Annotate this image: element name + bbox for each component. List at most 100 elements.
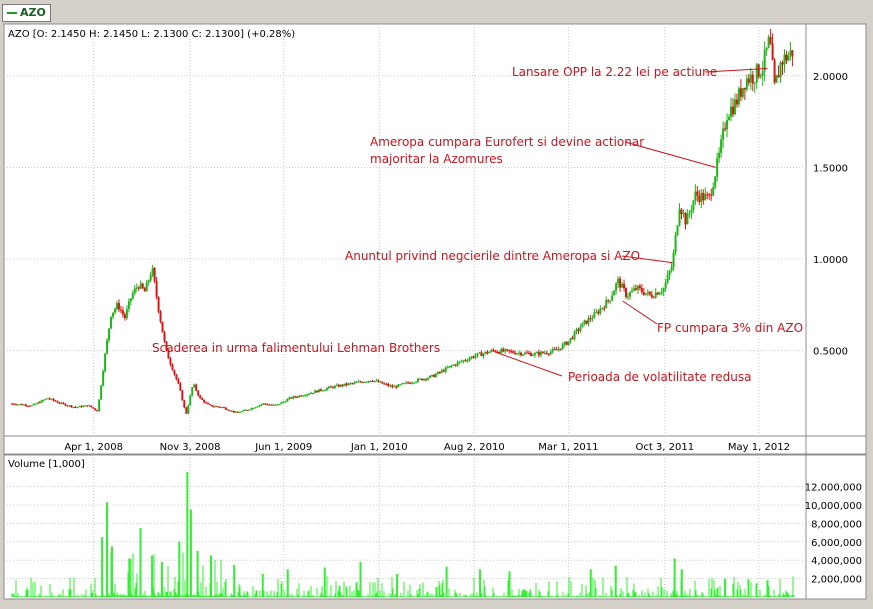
candle [654,292,657,298]
candle [759,75,762,77]
candle [296,397,299,399]
candle [525,352,528,354]
candle [638,285,641,288]
candle [292,396,295,399]
candle [442,370,445,372]
candle [375,380,378,382]
candle [609,300,612,302]
candle [306,394,309,396]
candle [274,404,277,406]
candle [531,355,534,357]
candle [361,382,364,384]
candle [349,383,352,385]
annotation-pointer [622,300,658,325]
candle [452,364,455,366]
volume-y-tick-label: 10,000,000 [805,501,862,512]
candle [421,378,424,381]
candle [351,383,354,385]
candle [712,187,715,196]
candle [46,398,49,400]
candle [599,308,602,314]
candle [781,62,784,65]
candle [224,407,227,410]
candle [474,355,477,358]
candle [690,210,693,213]
candle [153,267,156,282]
candle [220,407,223,409]
candle [393,386,396,388]
candle [470,356,473,359]
candle [589,318,592,320]
candle [323,389,326,391]
candle [547,353,550,355]
candle [355,382,358,384]
candle [387,384,390,387]
candle [413,382,416,384]
candle [761,71,764,76]
candle [205,402,208,404]
candle [203,399,206,403]
candle [104,353,107,372]
candle [68,405,71,407]
candle [131,293,134,299]
candle [42,399,45,401]
x-tick-label: Nov 3, 2008 [160,442,221,453]
candle [700,192,703,202]
candle [14,404,17,406]
symbol-legend-tab[interactable]: AZO [2,4,51,22]
candle [110,316,113,329]
candle [272,404,275,406]
candle [601,307,604,309]
candle [575,329,578,332]
candle [785,54,788,61]
price-y-tick-label: 1.5000 [813,163,848,174]
candle [173,370,176,375]
candle [266,404,269,406]
candle [514,352,517,355]
candle [650,294,653,298]
candle [670,266,673,271]
candle [458,361,461,363]
candle [706,194,709,196]
x-tick-label: Mar 1, 2011 [538,442,598,453]
candle [743,87,746,90]
candle [141,283,144,289]
candle [765,47,768,51]
candle [502,349,505,352]
candle [80,406,83,408]
candle [300,395,303,397]
candle [246,409,249,411]
candle [791,50,794,57]
annotations: Lansare OPP la 2.22 lei pe actiune Amerop… [152,65,803,384]
candle [480,352,483,357]
candle [179,383,182,391]
candle [177,379,180,384]
candle [181,390,184,401]
candle [555,349,558,351]
candle [763,50,766,72]
annotation-label: Scaderea in urma falimentului Lehman Bro… [152,341,440,355]
candle [276,404,279,406]
candle [159,311,162,322]
candle [50,398,53,400]
candle [434,374,437,378]
candle [137,287,140,289]
annotation-label: FP cumpara 3% din AZO [657,321,803,335]
candle [730,106,733,117]
candle [363,381,366,383]
candle [708,194,711,196]
candle [54,400,57,402]
candle [369,380,372,382]
candle [260,404,263,406]
candle [294,396,297,398]
candle [20,404,23,406]
candle [278,404,281,406]
candle [426,377,429,380]
candle [123,314,126,319]
candle [417,378,420,382]
candle [613,290,616,296]
candle [640,287,643,293]
candle [34,403,37,405]
candle [581,322,584,328]
